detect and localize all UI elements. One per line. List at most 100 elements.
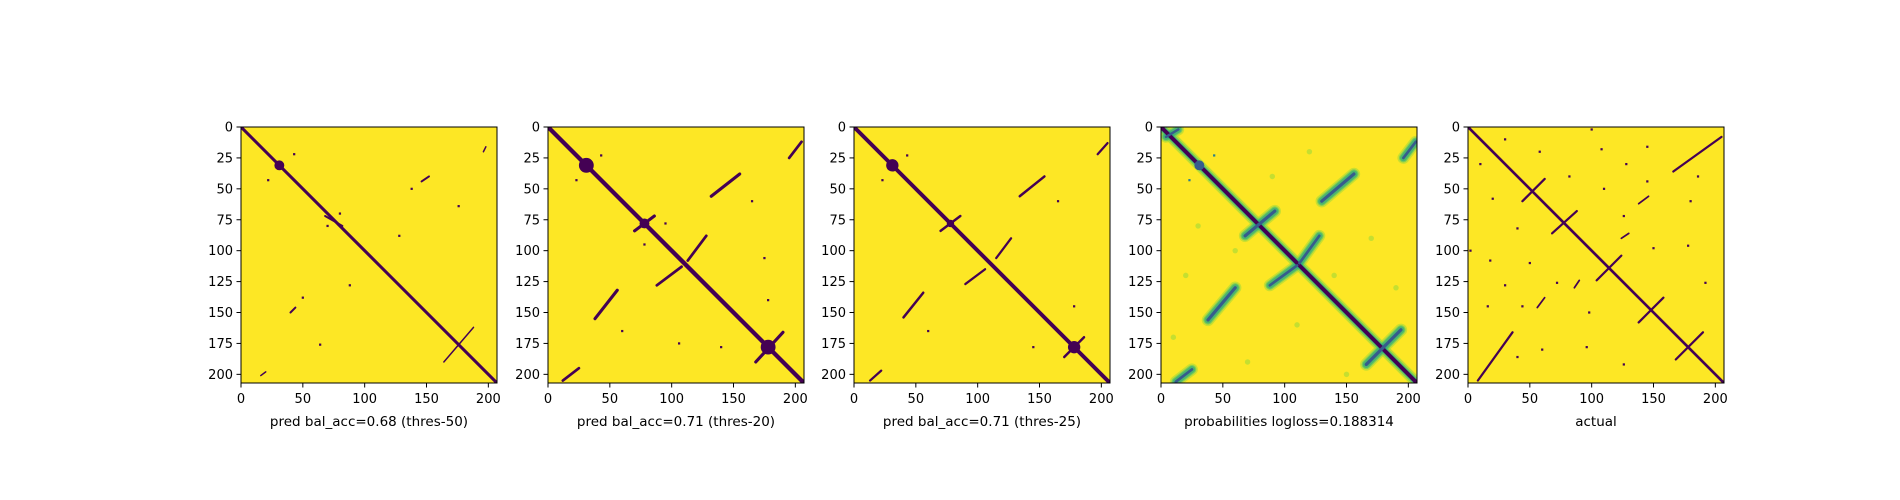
contact-dot: [267, 179, 270, 182]
contact-dot: [326, 224, 329, 228]
contact-segment: [420, 175, 430, 183]
y-tick-label: 50: [829, 182, 846, 197]
y-tick-label: 150: [515, 306, 540, 321]
contact-dot: [1646, 145, 1649, 148]
x-tick-label: 200: [783, 392, 808, 407]
y-tick-label: 100: [1128, 244, 1153, 259]
diagonal-band: [241, 127, 497, 383]
contact-dot: [1568, 175, 1571, 178]
y-tick-label: 0: [225, 121, 233, 136]
y-tick-label: 175: [1435, 337, 1460, 352]
y-tick-label: 100: [208, 244, 233, 259]
contact-segment: [1573, 279, 1581, 289]
x-tick-label: 50: [295, 392, 312, 407]
y-tick-label: 200: [821, 368, 846, 383]
contact-segment: [1620, 232, 1630, 240]
contact-dot: [621, 329, 624, 333]
contact-dot: [677, 342, 681, 345]
contact-segment: [1096, 141, 1109, 156]
contact-blob: [578, 157, 594, 173]
contact-dot: [1646, 180, 1649, 183]
x-tick-label: 150: [1334, 392, 1359, 407]
contact-dot: [1600, 148, 1603, 151]
probability-speck: [1269, 173, 1276, 180]
heatmap-marks: [241, 127, 497, 383]
contact-segment: [1637, 296, 1665, 324]
x-axis-label: probabilities logloss=0.188314: [1184, 414, 1394, 430]
contact-dot: [1489, 259, 1492, 262]
x-tick-label: 50: [908, 392, 925, 407]
y-tick-label: 75: [216, 213, 233, 228]
x-axis-label: pred bal_acc=0.68 (thres-50): [270, 414, 468, 430]
probability-speck: [1393, 285, 1399, 291]
x-tick-label: 0: [1157, 392, 1165, 407]
y-tick-label: 75: [1136, 213, 1153, 228]
contact-dot: [410, 187, 413, 190]
x-tick-label: 50: [1215, 392, 1232, 407]
y-tick-label: 75: [829, 213, 846, 228]
contact-dot: [1602, 187, 1606, 190]
y-tick-label: 25: [1443, 151, 1460, 166]
heatmap-marks: [1161, 127, 1417, 383]
heatmap-marks: [1468, 127, 1724, 383]
contact-segment: [939, 214, 962, 233]
y-tick-label: 150: [1435, 306, 1460, 321]
contact-segment: [1174, 368, 1194, 383]
contact-dot: [767, 299, 770, 302]
x-tick-label: 200: [1396, 392, 1421, 407]
contact-segment: [482, 146, 487, 153]
contact-segment: [754, 330, 785, 364]
contact-dot: [1704, 281, 1707, 284]
y-tick-label: 150: [208, 306, 233, 321]
contact-segment: [655, 265, 683, 287]
probability-speck: [1183, 272, 1189, 279]
y-tick-label: 150: [821, 306, 846, 321]
diagonal-band: [1161, 127, 1417, 383]
contact-dot: [1622, 214, 1625, 218]
contact-dot: [750, 200, 754, 203]
contact-segment: [324, 215, 344, 227]
heatmap-panel-2: 0 50 100 150 200 0 25 50 75 100 125 150 175 200 pred b…: [515, 121, 808, 431]
x-tick-label: 50: [602, 392, 619, 407]
probability-speck: [1294, 322, 1300, 328]
contact-segment: [1320, 172, 1356, 203]
x-tick-label: 100: [659, 392, 684, 407]
contact-dot: [293, 153, 296, 156]
axes-frame: [1160, 126, 1418, 384]
axes-frame: [853, 126, 1111, 384]
probability-speck: [1368, 235, 1374, 242]
x-tick-label: 150: [1641, 392, 1666, 407]
contact-dot: [1590, 128, 1593, 131]
contact-segment: [593, 288, 619, 321]
x-tick-label: 150: [1027, 392, 1052, 407]
probability-speck: [1343, 371, 1350, 378]
contact-segment: [1364, 328, 1403, 367]
y-tick-label: 25: [1136, 151, 1153, 166]
contact-segment: [1018, 175, 1046, 198]
contact-dot: [1469, 249, 1472, 252]
y-tick-label: 0: [838, 121, 846, 136]
contact-segment: [1243, 209, 1277, 238]
y-tick-label: 200: [515, 368, 540, 383]
y-tick-label: 0: [1452, 121, 1460, 136]
x-axis-label: pred bal_acc=0.71 (thres-25): [883, 414, 1081, 430]
y-tick-label: 175: [1128, 337, 1153, 352]
contact-segment: [995, 237, 1013, 260]
y-tick-label: 200: [1128, 368, 1153, 383]
contact-dot: [643, 243, 646, 246]
heatmap-panel-5: 0 50 100 150 200 0 25 50 75 100 125 150 175 200 actual: [1435, 121, 1728, 431]
contact-segment: [1674, 331, 1705, 361]
contact-dot: [348, 284, 351, 287]
heatmap-marks: [548, 127, 804, 383]
contact-segment: [1063, 336, 1086, 359]
contact-dot: [1516, 227, 1519, 230]
contact-dot: [457, 205, 460, 208]
contact-dot: [664, 222, 667, 225]
contact-segment: [868, 369, 883, 382]
axes-frame: [547, 126, 805, 384]
contact-dot: [1538, 150, 1541, 153]
contact-segment: [289, 306, 297, 314]
contact-dot: [1555, 281, 1559, 284]
probability-speck: [1232, 247, 1238, 254]
